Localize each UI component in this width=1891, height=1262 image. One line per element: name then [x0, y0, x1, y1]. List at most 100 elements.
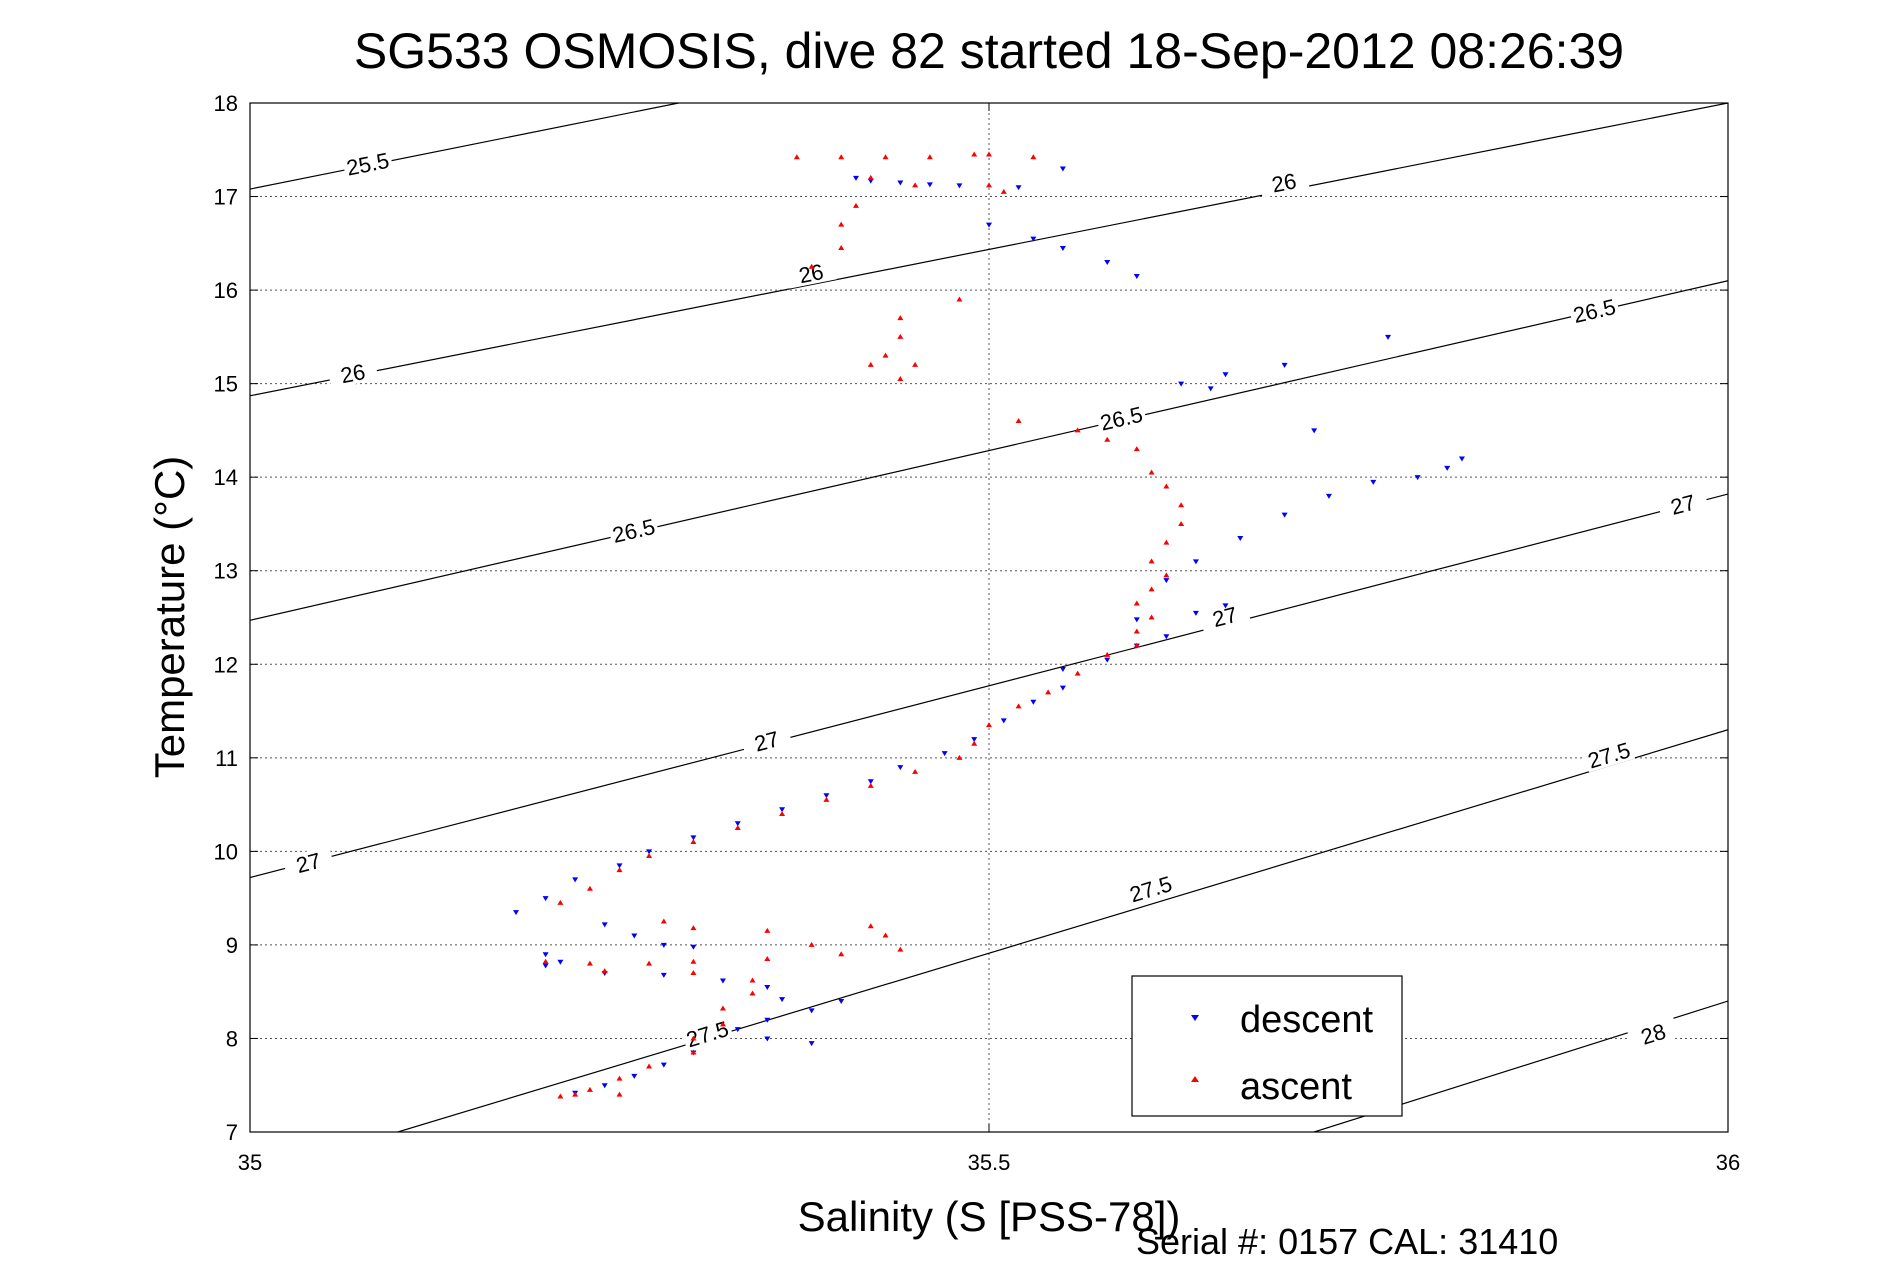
ascent-point: [867, 923, 874, 929]
descent-point: [660, 972, 667, 978]
descent-point: [1059, 685, 1066, 691]
ascent-point: [838, 221, 845, 227]
density-contour-label: 27: [752, 726, 782, 756]
density-contour-line: [250, 493, 1728, 879]
descent-point: [1192, 610, 1199, 616]
descent-point: [1030, 699, 1037, 705]
ascent-point: [1178, 520, 1185, 526]
legend-ascent-marker: [1191, 1076, 1199, 1082]
ascent-point: [764, 927, 771, 933]
grid-lines: [250, 103, 1728, 1132]
y-tick-label: 11: [215, 746, 238, 771]
ascent-point: [1178, 502, 1185, 508]
descent-point: [631, 1073, 638, 1079]
ascent-point: [1148, 614, 1155, 620]
density-contour-line: [397, 729, 1728, 1132]
legend-descent-marker: [1191, 1015, 1199, 1021]
descent-point: [1207, 386, 1214, 392]
descent-point: [1059, 666, 1066, 672]
density-contour-label-bg: [1582, 737, 1636, 773]
ascent-point: [690, 1035, 697, 1041]
ascent-point: [986, 151, 992, 157]
ascent-point: [956, 296, 963, 302]
ascent-point: [1148, 558, 1155, 564]
descent-point: [572, 877, 579, 883]
density-contour-label: 27: [294, 848, 324, 878]
data-series: [513, 151, 1465, 1099]
ascent-point: [1074, 670, 1081, 676]
chart-title: SG533 OSMOSIS, dive 82 started 18-Sep-20…: [354, 23, 1624, 79]
ascent-point: [986, 182, 992, 188]
ascent-point: [1163, 572, 1170, 578]
ascent-point: [1133, 628, 1140, 634]
descent-point: [1414, 475, 1421, 481]
density-contour-label-bg: [327, 357, 379, 389]
descent-point: [1104, 260, 1111, 266]
density-contour-label-bg: [681, 1016, 734, 1052]
ascent-point: [1045, 689, 1052, 695]
ascent-point: [1015, 703, 1022, 709]
descent-point: [1281, 362, 1288, 368]
ascent-point: [690, 969, 697, 975]
ascent-point: [926, 154, 933, 160]
ascent-point: [719, 1005, 726, 1011]
ascent-point: [882, 352, 889, 358]
ascent-point: [897, 946, 904, 952]
descent-point: [956, 183, 963, 189]
descent-point: [838, 999, 845, 1005]
descent-point: [779, 807, 786, 813]
descent-point: [542, 952, 549, 958]
ascent-point: [1133, 600, 1140, 606]
ascent-point: [1000, 188, 1007, 194]
ascent-point: [601, 968, 608, 974]
x-tick-label: 36: [1716, 1150, 1740, 1175]
descent-point: [734, 1027, 741, 1033]
ascent-point: [808, 941, 815, 947]
ascent-point: [586, 885, 593, 891]
density-contour-label-bg: [1198, 599, 1251, 634]
plot-area: [250, 103, 1728, 1132]
ascent-point: [1030, 154, 1037, 160]
x-axis-label: Salinity (S [PSS-78]): [798, 1193, 1181, 1240]
ascent-point: [1163, 539, 1170, 545]
ascent-point: [971, 740, 978, 746]
descent-point: [779, 997, 786, 1003]
descent-point: [734, 821, 741, 827]
ascent-point: [779, 810, 786, 816]
density-contour-label-bg: [1095, 402, 1148, 435]
ascent-point: [912, 182, 919, 188]
ascent-point: [719, 1021, 726, 1027]
density-contour-label-bg: [607, 514, 660, 547]
descent-point: [808, 1008, 815, 1014]
descent-point: [867, 178, 874, 184]
ascent-point: [690, 925, 697, 931]
ascent-point: [852, 202, 859, 208]
density-contour-label: 26: [339, 359, 368, 388]
density-contour-label: 27: [1668, 490, 1698, 520]
descent-point: [1059, 245, 1066, 251]
ascent-point: [616, 867, 623, 873]
y-tick-label: 14: [214, 465, 238, 490]
density-contour-label-bg: [1124, 871, 1177, 907]
descent-point: [823, 793, 830, 799]
y-tick-label: 12: [214, 652, 238, 677]
descent-point: [719, 978, 726, 984]
descent-point: [1178, 381, 1185, 387]
descent-point: [1237, 535, 1244, 541]
y-tick-label: 13: [214, 559, 238, 584]
y-tick-label: 15: [214, 372, 238, 397]
density-contour-label-bg: [341, 148, 394, 180]
legend-descent-label: descent: [1240, 999, 1374, 1041]
ascent-point: [557, 899, 564, 905]
axis-ticks: 35 35.5 36 7 8 9 10 11 12 13 14 15 16 17 18: [214, 91, 1741, 1175]
y-tick-label: 17: [214, 185, 238, 210]
ascent-point: [586, 1086, 593, 1092]
ascent-point: [690, 839, 697, 845]
ascent-point: [838, 154, 845, 160]
y-tick-label: 7: [226, 1120, 238, 1145]
ascent-point: [646, 1063, 653, 1069]
ascent-point: [986, 722, 992, 728]
ascent-point: [1148, 469, 1155, 475]
descent-point: [1133, 617, 1140, 623]
descent-point: [601, 1083, 608, 1089]
